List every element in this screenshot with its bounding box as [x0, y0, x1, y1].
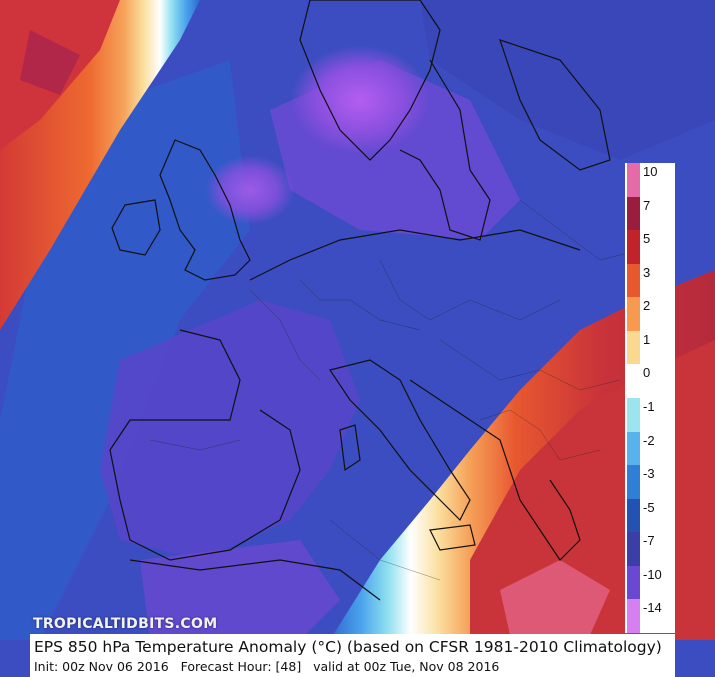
great-britain-coast [159, 139, 251, 281]
mediterranean-warmest [500, 560, 610, 635]
legend-swatch [627, 465, 640, 499]
forecast-hour: Forecast Hour: [48] [180, 659, 302, 674]
atlantic-warmest [20, 30, 80, 95]
legend-label: 7 [643, 197, 651, 213]
legend-label: 0 [643, 365, 651, 381]
borders [149, 199, 641, 581]
legend-label: 2 [643, 298, 651, 314]
watermark: TROPICALTIDBITS.COM [33, 616, 218, 632]
balkan-coast [409, 379, 581, 561]
coastlines [109, 0, 611, 601]
init-time: Init: 00z Nov 06 2016 [34, 659, 169, 674]
north-sea-cold [205, 155, 295, 225]
legend-label: 5 [643, 231, 651, 247]
sicily-coast [429, 524, 476, 551]
legend-swatch [627, 431, 640, 466]
legend-swatch [627, 398, 640, 432]
north-blue-zone [420, 0, 715, 160]
legend-label: -2 [643, 432, 655, 448]
legend-swatch [627, 263, 640, 298]
map-title: EPS 850 hPa Temperature Anomaly (°C) (ba… [34, 638, 662, 656]
legend-label: 1 [643, 331, 651, 347]
legend-swatch [627, 230, 640, 264]
valid-time: valid at 00z Tue, Nov 08 2016 [313, 659, 500, 674]
legend-label: -10 [643, 566, 662, 582]
iberia-france-coast [109, 329, 301, 561]
north-africa-coast [129, 559, 381, 601]
legend-swatch [627, 163, 640, 197]
legend-swatch [627, 565, 640, 600]
legend-label: -3 [643, 466, 655, 482]
legend-label: -5 [643, 499, 655, 515]
finland-coast [499, 39, 611, 171]
iberia-france-cold [100, 300, 360, 560]
legend-swatch [627, 330, 640, 365]
legend-swatch [627, 532, 640, 566]
legend-label: 3 [643, 264, 651, 280]
norway-coldest [290, 45, 430, 155]
legend-label: -1 [643, 399, 655, 414]
north-coast-europe [249, 229, 581, 281]
italy-coast [329, 359, 471, 522]
legend-swatch [627, 599, 640, 633]
corsica-sardinia-coast [339, 424, 361, 472]
colorbar-legend: 10 7 5 3 2 1 0 -1 -2 -3 -5 -7 -10 -14 [625, 163, 675, 633]
norway-coast [299, 0, 441, 161]
legend-swatch [627, 498, 640, 533]
ireland-coast [111, 199, 161, 256]
legend-label: -7 [643, 533, 655, 549]
sweden-coast [399, 59, 491, 241]
north-africa-cold [140, 540, 340, 640]
legend-label: 10 [643, 164, 658, 179]
init-line: Init: 00z Nov 06 2016 Forecast Hour: [48… [34, 659, 499, 674]
legend-swatch [627, 364, 640, 398]
legend-label: -14 [643, 600, 662, 616]
legend-swatch [627, 196, 640, 231]
title-bar: EPS 850 hPa Temperature Anomaly (°C) (ba… [30, 634, 675, 677]
legend-swatch [627, 297, 640, 331]
